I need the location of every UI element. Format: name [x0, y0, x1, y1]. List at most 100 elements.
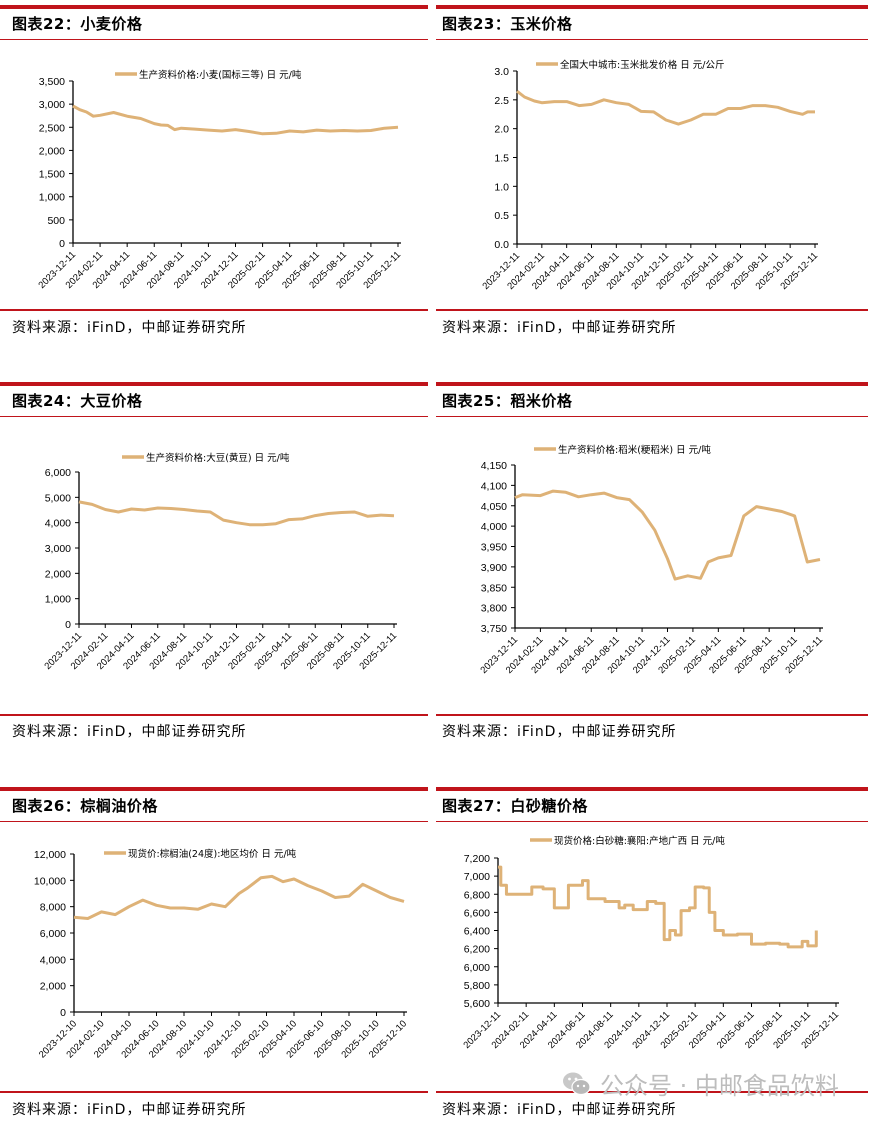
chart-svg: 05001,0001,5002,0002,5003,0003,5002023-1… [36, 69, 403, 291]
y-tick-label: 5,600 [464, 998, 490, 1010]
series-line [78, 500, 395, 527]
bottom-rule [0, 714, 428, 716]
y-tick-label: 3.0 [494, 66, 509, 78]
panel-figure-25: 图表25：稻米价格 3,750 3,800 3,850 3,900 3,950 4,000… [436, 382, 868, 740]
y-tick-label: 1,000 [45, 594, 71, 606]
line-chart-corn: 0.0 0.5 1.0 1.5 2.0 2.5 3.0 2023-12-11 2024-02-1… [436, 40, 868, 310]
legend-label: 生产资料价格:大豆(黄豆) 日 元/吨 [146, 452, 290, 464]
figure-title: 图表25：稻米价格 [436, 386, 868, 417]
y-tick-label: 3,500 [39, 76, 65, 88]
line-chart-soybean: 0 1,000 2,000 3,000 4,000 5,000 6,000 2023-12-1… [0, 417, 428, 707]
y-tick-label: 4,150 [481, 460, 507, 472]
bottom-rule [0, 1091, 428, 1093]
legend-label: 生产资料价格:稻米(粳稻米) 日 元/吨 [558, 444, 711, 456]
y-tick-label: 7,000 [464, 871, 490, 883]
y-tick-label: 2,000 [45, 568, 71, 580]
y-tick-label: 4,050 [481, 501, 507, 513]
y-tick-label: 6,800 [464, 889, 490, 901]
chart-svg: 0.00.51.01.52.02.53.02023-12-112024-02-1… [480, 59, 820, 292]
legend-label: 现货价:棕榈油(24度):地区均价 日 元/吨 [128, 848, 297, 860]
y-tick-label: 1.5 [494, 153, 509, 165]
wechat-icon [562, 1071, 592, 1097]
top-rule [436, 787, 868, 791]
y-tick-label: 12,000 [34, 849, 66, 861]
y-tick-label: 6,000 [45, 467, 71, 479]
y-tick-label: 0.5 [494, 210, 509, 222]
source-note: 资料来源：iFinD，中邮证券研究所 [12, 320, 247, 336]
y-tick-label: 0 [65, 619, 71, 631]
y-tick-label: 6,000 [40, 928, 66, 940]
y-tick-label: 5,800 [464, 980, 490, 992]
panel-figure-23: 图表23：玉米价格 0.0 0.5 1.0 1.5 2.0 2.5 3.0 2023-12-1… [436, 5, 868, 336]
series-line [516, 90, 815, 126]
figure-title: 图表27：白砂糖价格 [436, 791, 868, 822]
y-tick-label: 5,000 [45, 492, 71, 504]
series-line [72, 104, 399, 136]
legend-label: 生产资料价格:小麦(国标三等) 日 元/吨 [139, 69, 302, 81]
line-chart-white-sugar: 5,600 5,800 6,000 6,200 6,400 6,600 6,800 7,000… [436, 822, 868, 1082]
source-note: 资料来源：iFinD，中邮证券研究所 [442, 1102, 677, 1118]
panel-figure-24: 图表24：大豆价格 0 1,000 2,000 3,000 4,000 5,000 6,00… [0, 382, 428, 740]
top-rule [0, 5, 428, 9]
y-tick-label: 1.0 [494, 181, 509, 193]
chart-svg: 3,750 3,800 3,850 3,900 3,950 4,000 4,050 4,100… [478, 444, 825, 676]
watermark-text: 公众号 · 中邮食品饮料 [600, 1072, 839, 1100]
top-rule [436, 382, 868, 386]
bottom-rule [436, 309, 868, 311]
y-tick-label: 4,100 [481, 480, 507, 492]
source-note: 资料来源：iFinD，中邮证券研究所 [12, 1102, 247, 1118]
y-tick-label: 6,000 [464, 962, 490, 974]
top-rule [436, 5, 868, 9]
figure-title: 图表26：棕榈油价格 [0, 791, 428, 822]
series-line [514, 489, 821, 581]
y-tick-label: 7,200 [464, 853, 490, 865]
y-tick-label: 3,800 [481, 603, 507, 615]
y-tick-label: 3,000 [39, 99, 65, 111]
source-note: 资料来源：iFinD，中邮证券研究所 [12, 724, 247, 740]
y-tick-label: 1,500 [39, 169, 65, 181]
y-tick-label: 0.0 [494, 239, 509, 251]
y-tick-label: 3,850 [481, 582, 507, 594]
y-tick-label: 10,000 [34, 875, 66, 887]
series-line [73, 874, 405, 920]
y-tick-label: 4,000 [481, 521, 507, 533]
legend-label: 现货价格:白砂糖:襄阳:产地广西 日 元/吨 [554, 835, 725, 847]
watermark: 公众号 · 中邮食品饮料 [562, 1066, 839, 1101]
y-tick-label: 4,000 [40, 954, 66, 966]
chart-svg: 01,0002,0003,0004,0005,0006,0002023-12-1… [42, 452, 399, 672]
line-chart-rice: 3,750 3,800 3,850 3,900 3,950 4,000 4,050 4,100… [436, 417, 868, 707]
y-tick-label: 2,000 [39, 145, 65, 157]
y-tick-label: 500 [47, 215, 65, 227]
figure-title: 图表22：小麦价格 [0, 9, 428, 40]
y-tick-label: 4,000 [45, 518, 71, 530]
line-chart-palm-oil: 0 2,000 4,000 6,000 8,000 10,000 12,000 2023-12… [0, 822, 428, 1082]
bottom-rule [436, 714, 868, 716]
y-tick-label: 6,200 [464, 944, 490, 956]
y-tick-label: 2,000 [40, 981, 66, 993]
panel-figure-22: 图表22：小麦价格 0 500 1,000 1,500 2,000 2,500 3,000 3… [0, 5, 428, 336]
series-line [498, 865, 818, 949]
bottom-rule [436, 1091, 868, 1093]
y-tick-label: 0 [60, 1007, 66, 1019]
y-tick-label: 2.5 [494, 95, 509, 107]
source-note: 资料来源：iFinD，中邮证券研究所 [442, 320, 677, 336]
source-note: 资料来源：iFinD，中邮证券研究所 [442, 724, 677, 740]
y-tick-label: 2,500 [39, 122, 65, 134]
panel-figure-27: 图表27：白砂糖价格 5,600 5,800 6,000 6,200 6,400 6,60… [436, 787, 868, 1118]
y-tick-label: 8,000 [40, 902, 66, 914]
y-tick-label: 0 [59, 238, 65, 250]
legend-label: 全国大中城市:玉米批发价格 日 元/公斤 [560, 59, 724, 71]
top-rule [0, 382, 428, 386]
y-tick-label: 3,900 [481, 562, 507, 574]
y-tick-label: 3,950 [481, 542, 507, 554]
line-chart-wheat: 0 500 1,000 1,500 2,000 2,500 3,000 3,500 2023-1… [0, 40, 428, 310]
figure-title: 图表23：玉米价格 [436, 9, 868, 40]
figure-title: 图表24：大豆价格 [0, 386, 428, 417]
y-tick-label: 6,600 [464, 907, 490, 919]
top-rule [0, 787, 428, 791]
y-tick-label: 3,000 [45, 543, 71, 555]
y-tick-label: 2.0 [494, 124, 509, 136]
y-tick-label: 6,400 [464, 926, 490, 938]
y-tick-label: 1,000 [39, 192, 65, 204]
panel-figure-26: 图表26：棕榈油价格 0 2,000 4,000 6,000 8,000 10,000 12… [0, 787, 428, 1118]
